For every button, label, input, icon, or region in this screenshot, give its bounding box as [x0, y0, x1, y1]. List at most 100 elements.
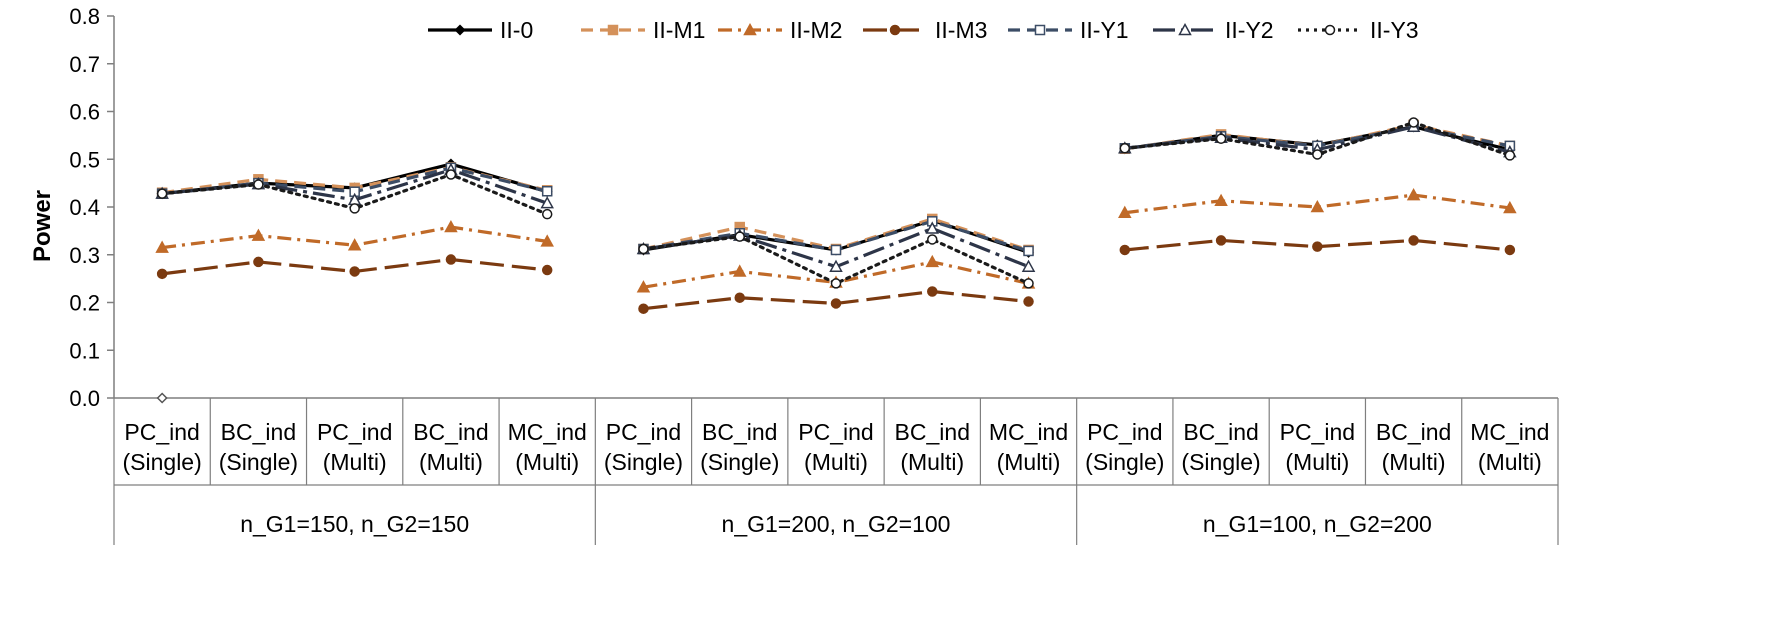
legend-item-ii-m3: II-M3: [863, 17, 987, 43]
legend-item-ii-y2: II-Y2: [1153, 17, 1274, 43]
data-point: [927, 286, 938, 297]
x-group-label: n_G1=100, n_G2=200: [1203, 511, 1432, 537]
data-point: [155, 240, 169, 253]
legend-label: II-M1: [653, 17, 705, 43]
legend-marker: [889, 24, 901, 36]
legend-marker: [1324, 24, 1336, 36]
data-point: [349, 203, 360, 214]
x-category-sublabel: (Single): [219, 449, 298, 475]
data-point: [1312, 149, 1323, 160]
x-group-label: n_G1=150, n_G2=150: [240, 511, 469, 537]
data-point: [540, 234, 554, 247]
data-point: [829, 259, 843, 272]
legend-marker: [607, 24, 619, 36]
legend-label: II-M2: [790, 17, 842, 43]
data-point: [830, 278, 842, 289]
data-point: [253, 256, 264, 268]
data-point: [1118, 205, 1132, 218]
data-point: [1023, 245, 1034, 257]
data-point: [636, 280, 651, 293]
legend-label: II-0: [500, 17, 533, 43]
legend-marker: [1178, 22, 1192, 36]
annotation-layer: [156, 392, 168, 404]
data-point: [925, 221, 940, 234]
data-point: [925, 254, 940, 268]
legend-label: II-M3: [935, 17, 987, 43]
data-point: [1406, 188, 1421, 201]
annotation-marker: [156, 392, 168, 404]
y-tick-label: 0.8: [69, 4, 100, 29]
x-category-label: BC_ind: [413, 419, 488, 445]
series-line: [161, 225, 548, 250]
x-category-label: BC_ind: [1376, 419, 1451, 445]
x-category-label: BC_ind: [221, 419, 296, 445]
x-category-sublabel: (Multi): [515, 449, 579, 475]
data-point: [540, 196, 554, 209]
legend-marker: [1034, 24, 1046, 36]
data-point: [1504, 244, 1516, 256]
x-category-label: PC_ind: [1087, 419, 1162, 445]
x-category-sublabel: (Single): [1085, 449, 1164, 475]
x-category-label: PC_ind: [606, 419, 681, 445]
data-point: [1214, 193, 1228, 207]
data-point: [156, 188, 168, 199]
data-point: [1023, 296, 1034, 307]
data-point: [638, 303, 649, 314]
series-ii-m3: [156, 235, 1516, 314]
legend-item-ii-y3: II-Y3: [1298, 17, 1419, 43]
data-point: [1504, 150, 1516, 161]
legend-marker: [743, 22, 757, 36]
data-point: [1119, 244, 1131, 256]
series-ii-m1: [156, 119, 1516, 256]
legend-item-ii-m1: II-M1: [581, 17, 705, 43]
x-category-label: BC_ind: [895, 419, 970, 445]
legend-label: II-Y3: [1370, 17, 1419, 43]
data-point: [1023, 278, 1034, 289]
series-layer: [155, 117, 1517, 314]
x-category-label: PC_ind: [124, 419, 199, 445]
y-axis: 0.0 0.1 0.2 0.3 0.4 0.5 0.6 0.7 0.8: [69, 4, 115, 411]
data-point: [732, 264, 747, 277]
x-category-label: PC_ind: [798, 419, 873, 445]
x-category-sublabel: (Single): [700, 449, 779, 475]
data-point: [444, 219, 458, 233]
series-ii-y1: [156, 121, 1516, 257]
series-ii-y3: [156, 117, 1516, 289]
data-point: [1310, 199, 1325, 213]
series-line: [1124, 193, 1511, 215]
data-point: [251, 228, 266, 241]
legend-item-ii-m2: II-M2: [718, 17, 842, 43]
data-point: [541, 185, 553, 197]
data-point: [1215, 133, 1227, 144]
y-tick-label: 0.2: [69, 291, 100, 316]
legend-marker: [454, 24, 466, 36]
x-category-sublabel: (Single): [604, 449, 683, 475]
x-category-label: PC_ind: [317, 419, 392, 445]
x-category-sublabel: (Multi): [900, 449, 964, 475]
y-tick-label: 0.0: [69, 386, 100, 411]
x-category-sublabel: (Multi): [1285, 449, 1349, 475]
data-point: [445, 254, 457, 265]
legend-item-ii-y1: II-Y1: [1008, 17, 1129, 43]
data-point: [830, 298, 842, 309]
x-category-sublabel: (Multi): [1478, 449, 1542, 475]
data-point: [734, 292, 745, 303]
data-point: [1312, 241, 1323, 252]
data-point: [1408, 117, 1419, 128]
data-point: [1021, 259, 1036, 272]
data-point: [927, 234, 938, 245]
data-point: [445, 169, 457, 180]
data-point: [541, 208, 553, 220]
x-category-sublabel: (Multi): [323, 449, 387, 475]
y-tick-label: 0.6: [69, 100, 100, 125]
y-tick-label: 0.4: [69, 195, 100, 220]
x-category-label: PC_ind: [1280, 419, 1355, 445]
legend-label: II-Y1: [1080, 17, 1129, 43]
x-category-sublabel: (Multi): [419, 449, 483, 475]
data-point: [349, 266, 360, 277]
x-category-label: MC_ind: [508, 419, 587, 445]
x-category-sublabel: (Multi): [1382, 449, 1446, 475]
data-point: [541, 264, 553, 276]
legend-item-ii-0: II-0: [428, 17, 533, 43]
